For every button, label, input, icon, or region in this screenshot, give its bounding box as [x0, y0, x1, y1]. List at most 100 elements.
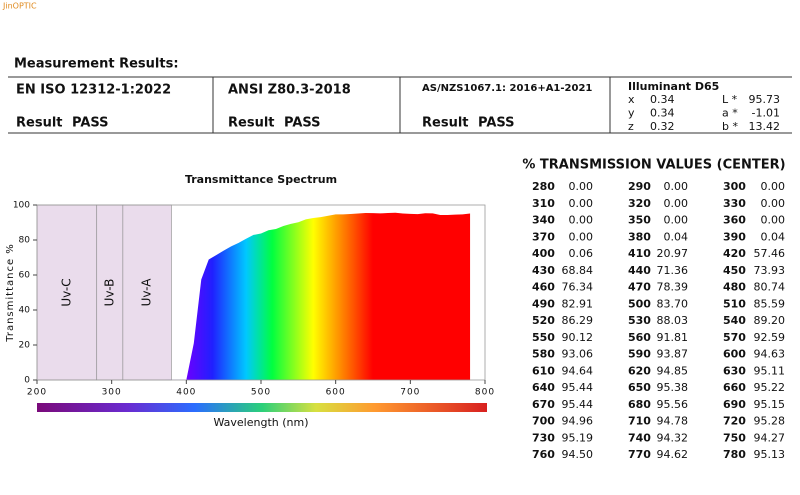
- result: PASS: [284, 116, 321, 131]
- y-tick-label: 100: [13, 201, 30, 211]
- wavelength-cell: 610: [532, 364, 555, 377]
- wavelength-cell: 650: [628, 381, 651, 394]
- coord-label: y: [628, 107, 635, 120]
- value-cell: 80.74: [754, 281, 786, 294]
- wavelength-cell: 560: [628, 331, 651, 344]
- wavelength-cell: 500: [628, 297, 651, 310]
- spectrum-area: [96, 212, 471, 380]
- wavelength-cell: 300: [723, 180, 746, 193]
- wavelength-cell: 450: [723, 264, 746, 277]
- table-title: % TRANSMISSION VALUES (CENTER): [522, 158, 785, 173]
- value-cell: 0.00: [664, 197, 689, 210]
- wavelength-cell: 580: [532, 348, 555, 361]
- coord-label: x: [628, 93, 635, 106]
- wavelength-cell: 470: [628, 281, 651, 294]
- wavelength-cell: 630: [723, 364, 746, 377]
- wavelength-cell: 420: [723, 247, 746, 260]
- value-cell: 93.06: [562, 348, 594, 361]
- value-cell: 0.00: [761, 197, 786, 210]
- wavelength-cell: 460: [532, 281, 555, 294]
- wavelength-cell: 370: [532, 230, 555, 243]
- wavelength-cell: 540: [723, 314, 746, 327]
- value-cell: 0.04: [664, 230, 689, 243]
- wavelength-cell: 670: [532, 398, 555, 411]
- x-tick-label: 400: [176, 388, 196, 398]
- value-cell: 94.27: [754, 431, 786, 444]
- wavelength-cell: 700: [532, 415, 555, 428]
- value-cell: 94.96: [562, 415, 594, 428]
- wavelength-cell: 530: [628, 314, 651, 327]
- x-tick-label: 300: [102, 388, 122, 398]
- illuminant-title: Illuminant D65: [628, 80, 719, 93]
- standard-name: ANSI Z80.3-2018: [228, 83, 351, 98]
- value-cell: 0.00: [569, 197, 594, 210]
- value-cell: 95.15: [754, 398, 786, 411]
- result-label: Result: [228, 116, 275, 131]
- y-tick-label: 80: [19, 236, 31, 246]
- value-cell: 94.32: [657, 431, 689, 444]
- wavelength-cell: 550: [532, 331, 555, 344]
- lab-value: -1.01: [752, 107, 780, 120]
- wavelength-cell: 780: [723, 448, 746, 461]
- logo: JinOPTIC: [2, 2, 37, 11]
- value-cell: 94.62: [657, 448, 689, 461]
- value-cell: 95.56: [657, 398, 689, 411]
- region-label: Uv-A: [140, 278, 154, 307]
- y-tick-label: 60: [19, 271, 31, 281]
- value-cell: 86.29: [562, 314, 594, 327]
- coord-label: z: [628, 120, 634, 133]
- chart-title: Transmittance Spectrum: [185, 173, 337, 186]
- value-cell: 20.97: [657, 247, 689, 260]
- value-cell: 0.00: [664, 180, 689, 193]
- lab-label: L *: [722, 93, 738, 106]
- wavelength-cell: 520: [532, 314, 555, 327]
- wavelength-cell: 590: [628, 348, 651, 361]
- wavelength-cell: 360: [723, 214, 746, 227]
- value-cell: 85.59: [754, 297, 786, 310]
- result-label: Result: [422, 116, 469, 131]
- lab-label: b *: [722, 120, 738, 133]
- region-label: Uv-B: [102, 279, 116, 307]
- coord-value: 0.32: [650, 120, 675, 133]
- value-cell: 83.70: [657, 297, 689, 310]
- x-tick-label: 700: [400, 388, 420, 398]
- x-axis-label: Wavelength (nm): [213, 416, 308, 429]
- value-cell: 95.22: [754, 381, 786, 394]
- value-cell: 57.46: [754, 247, 786, 260]
- wavelength-cell: 620: [628, 364, 651, 377]
- wavelength-cell: 740: [628, 431, 651, 444]
- value-cell: 94.63: [754, 348, 786, 361]
- coord-value: 0.34: [650, 93, 675, 106]
- wavelength-cell: 310: [532, 197, 555, 210]
- result-label: Result: [16, 116, 63, 131]
- value-cell: 94.85: [657, 364, 689, 377]
- wavelength-cell: 380: [628, 230, 651, 243]
- lab-label: a *: [722, 107, 738, 120]
- value-cell: 94.50: [562, 448, 594, 461]
- wavelength-cell: 570: [723, 331, 746, 344]
- value-cell: 78.39: [657, 281, 689, 294]
- y-tick-label: 0: [24, 376, 30, 386]
- wavelength-cell: 600: [723, 348, 746, 361]
- value-cell: 76.34: [562, 281, 594, 294]
- wavelength-cell: 720: [723, 415, 746, 428]
- x-tick-label: 800: [475, 388, 495, 398]
- value-cell: 91.81: [657, 331, 689, 344]
- wavelength-cell: 340: [532, 214, 555, 227]
- wavelength-cell: 390: [723, 230, 746, 243]
- wavelength-cell: 430: [532, 264, 555, 277]
- value-cell: 95.13: [754, 448, 786, 461]
- y-axis-label: Transmittance %: [5, 243, 16, 343]
- wavelength-bar: [37, 403, 487, 412]
- result: PASS: [478, 116, 515, 131]
- y-tick-label: 20: [19, 341, 31, 351]
- wavelength-cell: 490: [532, 297, 555, 310]
- wavelength-cell: 640: [532, 381, 555, 394]
- value-cell: 95.44: [562, 398, 594, 411]
- value-cell: 0.04: [761, 230, 786, 243]
- region-label: Uv-C: [59, 278, 73, 306]
- wavelength-cell: 350: [628, 214, 651, 227]
- results-box: [8, 76, 792, 134]
- value-cell: 95.28: [754, 415, 786, 428]
